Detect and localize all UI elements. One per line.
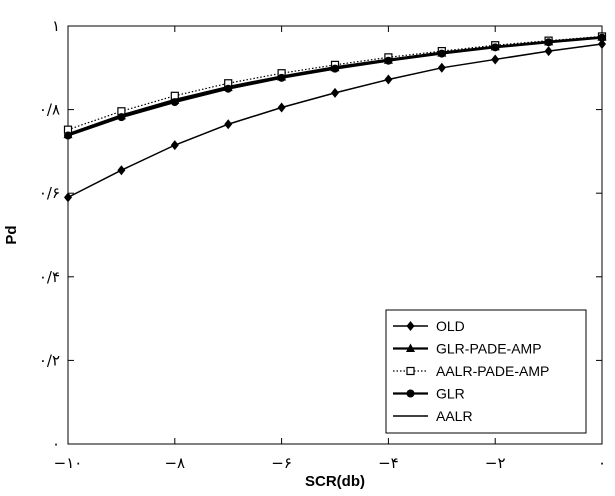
axis-ticks: −۱۰ −۸ −۶ −۴ −۲ ۰ ۰ ۰/۲ ۰/۴ ۰/۶ ۰/۸ ۱ bbox=[39, 17, 606, 472]
data-point bbox=[406, 366, 415, 376]
series-layer bbox=[63, 32, 607, 203]
data-point bbox=[64, 192, 72, 203]
legend-label: AALR bbox=[436, 408, 473, 424]
y-tick-label: ۱ bbox=[52, 17, 60, 35]
data-point bbox=[406, 343, 415, 352]
data-point bbox=[491, 43, 500, 52]
legend: OLD GLR-PADE-AMP AALR-PADE-AMP GLR AALR bbox=[385, 309, 587, 434]
data-point bbox=[170, 140, 179, 151]
data-point bbox=[331, 87, 339, 98]
x-tick-label: −۱۰ bbox=[54, 454, 83, 472]
series-aalr bbox=[67, 36, 603, 135]
data-point bbox=[117, 165, 126, 176]
data-point bbox=[437, 49, 446, 58]
y-tick-label: ۰ bbox=[52, 435, 60, 453]
x-tick-label: −۸ bbox=[164, 454, 185, 472]
x-axis-title: SCR(db) bbox=[305, 473, 365, 490]
data-point bbox=[598, 38, 606, 49]
data-point bbox=[544, 38, 553, 47]
data-point bbox=[598, 33, 606, 42]
data-point bbox=[277, 102, 286, 113]
x-tick-label: −۲ bbox=[485, 454, 506, 472]
data-point bbox=[544, 46, 553, 57]
data-point bbox=[384, 56, 393, 65]
data-point bbox=[406, 389, 415, 398]
y-tick-label: ۰/۴ bbox=[39, 268, 60, 286]
y-axis-title: Pd bbox=[3, 225, 20, 244]
data-point bbox=[491, 54, 500, 65]
data-point bbox=[224, 119, 233, 130]
y-tick-label: ۰/۶ bbox=[39, 184, 60, 202]
data-point bbox=[384, 74, 393, 85]
y-tick-label: ۰/۸ bbox=[39, 101, 60, 119]
data-point bbox=[406, 321, 415, 331]
data-point bbox=[437, 62, 446, 73]
legend-label: AALR-PADE-AMP bbox=[436, 363, 549, 379]
legend-label: GLR bbox=[436, 386, 465, 402]
legend-label: OLD bbox=[436, 318, 465, 334]
series-line bbox=[67, 36, 603, 135]
y-tick-label: ۰/۲ bbox=[39, 351, 60, 369]
x-tick-label: −۴ bbox=[378, 454, 399, 472]
legend-box bbox=[385, 309, 587, 434]
x-tick-label: −۶ bbox=[271, 454, 292, 472]
series-old bbox=[64, 38, 606, 203]
x-tick-label: ۰ bbox=[598, 454, 606, 472]
legend-label: GLR-PADE-AMP bbox=[436, 341, 542, 357]
